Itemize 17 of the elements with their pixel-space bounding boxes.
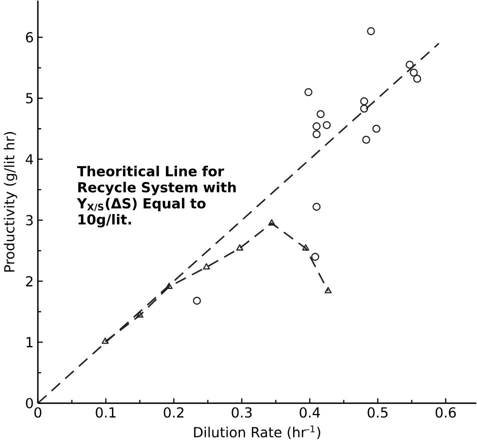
y-tick-label: 2 bbox=[26, 276, 32, 286]
y-tick-label: 3 bbox=[26, 215, 33, 226]
x-tick-label: 0.6 bbox=[436, 407, 456, 418]
x-tick-label: 0.3 bbox=[232, 407, 252, 418]
x-axis-title: Dilution Rate (hr$^{-1}$) bbox=[194, 426, 320, 440]
y-tick-label: 4 bbox=[26, 154, 34, 164]
y-tick-label: 6 bbox=[26, 32, 33, 43]
y-tick-label: 5 bbox=[26, 93, 33, 104]
x-tick-label: 0.4 bbox=[300, 407, 320, 418]
y-tick-label: 1 bbox=[26, 337, 33, 348]
annotation: Theoritical Line for Recycle System with Y$_{X/S}$(ΔS) Equal to 10g/lit. bbox=[76, 166, 236, 228]
x-tick-label: 0.2 bbox=[164, 407, 184, 418]
x-tick-label: 0.5 bbox=[368, 407, 388, 418]
x-tick-label: 0 bbox=[34, 407, 42, 418]
y-axis-title: Productivity (g/lit hr) bbox=[4, 132, 18, 272]
x-tick-label: 0.1 bbox=[96, 407, 116, 418]
y-tick-label: 0 bbox=[26, 398, 33, 408]
